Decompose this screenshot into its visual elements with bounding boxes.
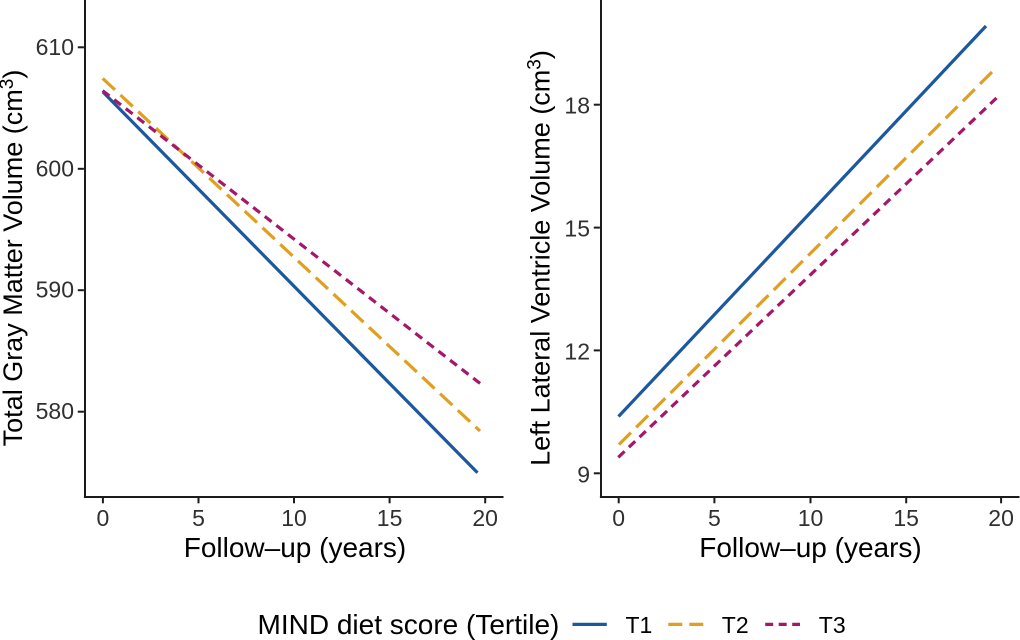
svg-text:15: 15 [377, 505, 403, 531]
svg-text:10: 10 [798, 505, 824, 531]
svg-text:Left Lateral Ventricle Volume: Left Lateral Ventricle Volume (cm3) [525, 50, 556, 466]
svg-text:T3: T3 [819, 612, 846, 638]
svg-text:9: 9 [577, 461, 590, 487]
svg-text:18: 18 [564, 93, 590, 119]
svg-text:15: 15 [564, 216, 590, 242]
svg-text:Follow–up (years): Follow–up (years) [699, 532, 922, 563]
svg-text:20: 20 [988, 505, 1014, 531]
svg-text:MIND diet score (Tertile): MIND diet score (Tertile) [258, 609, 560, 640]
svg-text:600: 600 [36, 155, 74, 181]
svg-text:580: 580 [36, 398, 74, 424]
svg-text:5: 5 [708, 505, 721, 531]
svg-text:12: 12 [564, 338, 590, 364]
svg-text:T1: T1 [626, 612, 653, 638]
svg-text:5: 5 [192, 505, 205, 531]
svg-text:Total Gray Matter Volume (cm3): Total Gray Matter Volume (cm3) [0, 70, 28, 447]
svg-text:Follow–up (years): Follow–up (years) [184, 532, 407, 563]
svg-text:20: 20 [472, 505, 498, 531]
svg-text:T2: T2 [722, 612, 749, 638]
svg-text:15: 15 [893, 505, 919, 531]
svg-text:0: 0 [612, 505, 625, 531]
svg-text:0: 0 [97, 505, 110, 531]
svg-text:10: 10 [281, 505, 307, 531]
svg-text:610: 610 [36, 34, 74, 60]
svg-text:590: 590 [36, 277, 74, 303]
